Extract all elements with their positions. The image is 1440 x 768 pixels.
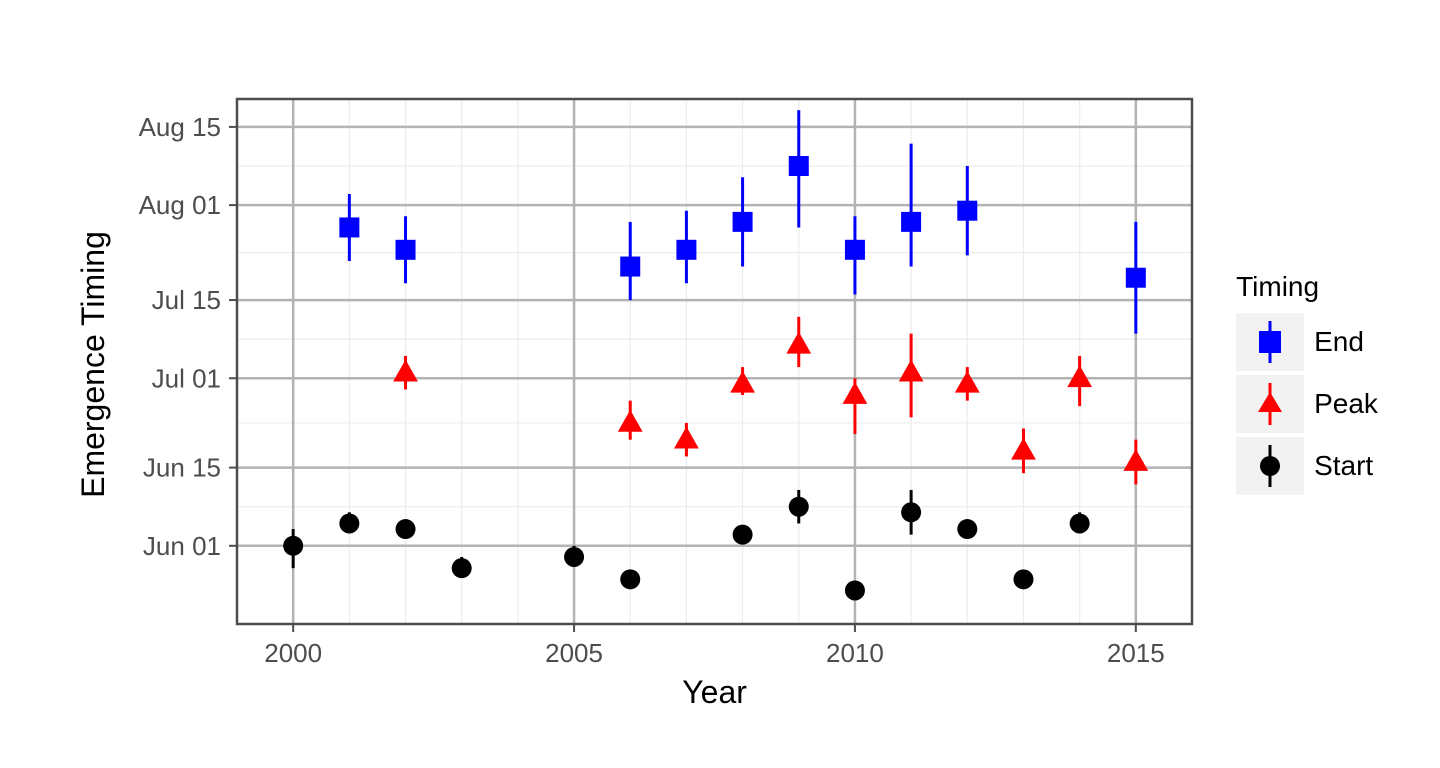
legend-label: Start <box>1314 450 1373 482</box>
marker-circle <box>1014 569 1034 589</box>
marker-square <box>620 257 640 277</box>
marker-circle <box>957 519 977 539</box>
marker-square <box>396 240 416 260</box>
marker-square <box>1126 268 1146 288</box>
legend-marker-circle <box>1260 456 1280 476</box>
y-tick-label: Aug 01 <box>139 190 221 220</box>
marker-square <box>789 156 809 176</box>
legend-title: Timing <box>1236 271 1378 303</box>
marker-circle <box>564 547 584 567</box>
marker-square <box>845 240 865 260</box>
chart-svg: 2000 2005 2010 2015 Jun 01 Jun 15 Jul 01 Jul 15… <box>62 79 1212 689</box>
x-tick-label: 2015 <box>1107 638 1165 668</box>
marker-circle <box>620 569 640 589</box>
x-tick-label: 2000 <box>264 638 322 668</box>
marker-square <box>901 212 921 232</box>
marker-circle <box>733 525 753 545</box>
legend-items: End Peak Start <box>1236 311 1378 497</box>
marker-square <box>733 212 753 232</box>
y-tick-label: Jun 15 <box>143 453 221 483</box>
marker-square <box>957 201 977 221</box>
y-tick-label: Jun 01 <box>143 531 221 561</box>
legend-label: Peak <box>1314 388 1378 420</box>
y-tick-label: Jul 01 <box>152 363 221 393</box>
marker-circle <box>283 536 303 556</box>
marker-circle <box>339 513 359 533</box>
legend-item-start: Start <box>1236 435 1378 497</box>
legend-label: End <box>1314 326 1364 358</box>
marker-circle <box>845 580 865 600</box>
y-tick-label: Aug 15 <box>139 112 221 142</box>
y-axis-label: Emergence Timing <box>75 231 112 498</box>
legend-swatch <box>1236 313 1304 371</box>
x-axis-label: Year <box>682 674 747 711</box>
x-tick-label: 2005 <box>545 638 603 668</box>
legend-item-peak: Peak <box>1236 373 1378 435</box>
marker-circle <box>901 502 921 522</box>
legend-marker-square <box>1259 331 1281 353</box>
y-tick-label: Jul 15 <box>152 285 221 315</box>
chart-container: 2000 2005 2010 2015 Jun 01 Jun 15 Jul 01 Jul 15… <box>62 79 1378 689</box>
legend-item-end: End <box>1236 311 1378 373</box>
legend-marker-triangle <box>1258 392 1282 412</box>
plot-area: 2000 2005 2010 2015 Jun 01 Jun 15 Jul 01 Jul 15… <box>62 79 1212 689</box>
marker-circle <box>1070 513 1090 533</box>
marker-square <box>676 240 696 260</box>
x-tick-label: 2010 <box>826 638 884 668</box>
marker-square <box>339 217 359 237</box>
legend: Timing End Peak Start <box>1236 271 1378 497</box>
marker-circle <box>452 558 472 578</box>
legend-swatch <box>1236 375 1304 433</box>
marker-circle <box>789 497 809 517</box>
legend-swatch <box>1236 437 1304 495</box>
marker-circle <box>396 519 416 539</box>
